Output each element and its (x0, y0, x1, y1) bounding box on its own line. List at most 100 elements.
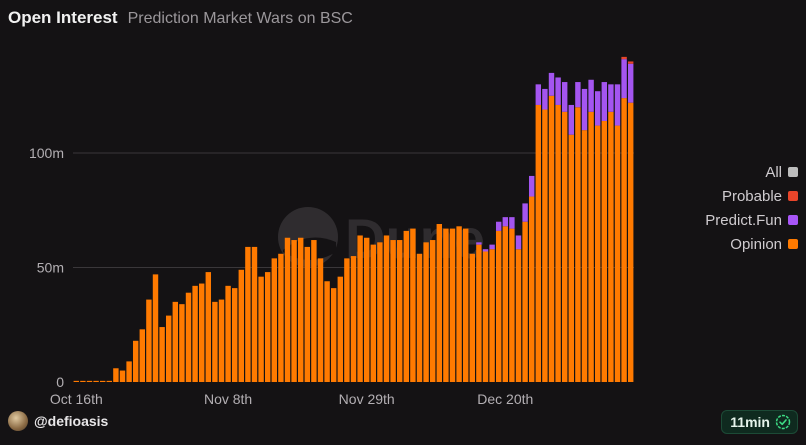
bar-opinion (568, 134, 575, 382)
bar-opinion (542, 109, 548, 382)
bar-opinion (99, 380, 106, 382)
y-axis: 0 50m 100m (29, 145, 64, 390)
bar-opinion (172, 301, 179, 382)
legend-item-all[interactable]: All (705, 160, 798, 184)
bar-opinion (73, 380, 80, 382)
bar-opinion (218, 299, 225, 382)
bar-opinion (502, 226, 509, 382)
bar-opinion (225, 285, 231, 382)
bar-opinion (423, 242, 429, 382)
bar-opinion (106, 380, 113, 382)
bar-opinion (581, 130, 588, 382)
bar-predict-fun (568, 104, 575, 135)
x-tick-label: Nov 29th (339, 391, 395, 407)
legend-item-probable[interactable]: Probable (705, 184, 798, 208)
bar-probable (627, 61, 634, 64)
bar-predict-fun (495, 221, 502, 231)
bar-opinion (456, 226, 462, 382)
bar-predict-fun (509, 217, 515, 229)
bar-opinion (212, 301, 218, 382)
legend-swatch (788, 167, 798, 177)
bar-opinion (535, 104, 542, 382)
x-axis: Oct 16th Nov 8th Nov 29th Dec 20th (50, 391, 533, 407)
bar-opinion (192, 285, 198, 382)
bars (73, 56, 634, 383)
bar-opinion (205, 272, 212, 382)
bar-opinion (304, 246, 311, 382)
bar-opinion (627, 102, 634, 382)
bar-opinion (126, 361, 132, 382)
bar-opinion (152, 274, 159, 382)
bar-opinion (185, 292, 192, 382)
bar-opinion (245, 246, 251, 382)
legend-item-opinion[interactable]: Opinion (705, 232, 798, 256)
bar-predict-fun (621, 59, 627, 99)
chart-subtitle: Prediction Market Wars on BSC (127, 10, 353, 27)
x-tick-label: Nov 8th (204, 391, 252, 407)
bar-opinion (469, 253, 476, 382)
bar-opinion (198, 283, 205, 382)
bar-predict-fun (608, 84, 614, 112)
bar-opinion (297, 237, 304, 382)
bar-opinion (396, 240, 403, 382)
bar-opinion (377, 242, 383, 382)
bar-opinion (231, 288, 238, 382)
bar-opinion (575, 107, 581, 382)
bar-opinion (410, 228, 416, 382)
bar-opinion (476, 244, 482, 382)
bar-predict-fun (627, 63, 634, 103)
bar-opinion (350, 256, 357, 382)
bar-opinion (509, 228, 515, 382)
bar-opinion (324, 281, 330, 382)
bar-opinion (251, 246, 258, 382)
bar-opinion (344, 258, 350, 382)
bar-opinion (443, 228, 449, 382)
author-handle: @defioasis (34, 413, 109, 429)
bar-opinion (436, 224, 443, 382)
bar-opinion (495, 230, 502, 382)
bar-opinion (363, 237, 370, 382)
bar-predict-fun (548, 72, 555, 96)
bar-opinion (132, 340, 139, 382)
bar-opinion (317, 258, 324, 382)
bar-predict-fun (502, 217, 509, 227)
x-tick-label: Dec 20th (477, 391, 533, 407)
legend-item-predict-fun[interactable]: Predict.Fun (705, 208, 798, 232)
refresh-badge[interactable]: 11min (721, 410, 798, 434)
bar-opinion (146, 299, 152, 382)
legend-label: Predict.Fun (705, 211, 782, 229)
bar-opinion (93, 380, 99, 382)
check-badge-icon (775, 414, 791, 430)
bar-opinion (561, 111, 568, 383)
bar-opinion (357, 235, 363, 382)
bar-opinion (515, 249, 522, 382)
bar-opinion (179, 304, 185, 382)
bar-opinion (264, 272, 271, 382)
bar-predict-fun (476, 242, 482, 245)
bar-opinion (258, 276, 264, 382)
bar-opinion (80, 380, 86, 382)
bar-opinion (311, 240, 317, 382)
bar-opinion (429, 240, 436, 382)
y-tick-label: 50m (37, 260, 64, 276)
bar-opinion (390, 240, 396, 382)
bar-predict-fun (535, 84, 542, 105)
y-tick-label: 0 (56, 374, 64, 390)
bar-opinion (601, 120, 608, 382)
bar-opinion (548, 95, 555, 383)
legend-swatch (788, 215, 798, 225)
bar-opinion (621, 98, 627, 382)
bar-opinion (330, 288, 337, 382)
author[interactable]: @defioasis (8, 411, 108, 431)
bar-predict-fun (555, 77, 561, 105)
bar-predict-fun (594, 91, 601, 126)
legend-swatch (788, 239, 798, 249)
bar-opinion (86, 380, 93, 382)
bar-probable (621, 56, 627, 60)
bar-predict-fun (601, 82, 608, 121)
bar-opinion (271, 258, 278, 382)
bar-predict-fun (489, 244, 495, 250)
bar-opinion (278, 253, 284, 382)
bar-predict-fun (482, 249, 489, 252)
bar-opinion (291, 240, 297, 382)
